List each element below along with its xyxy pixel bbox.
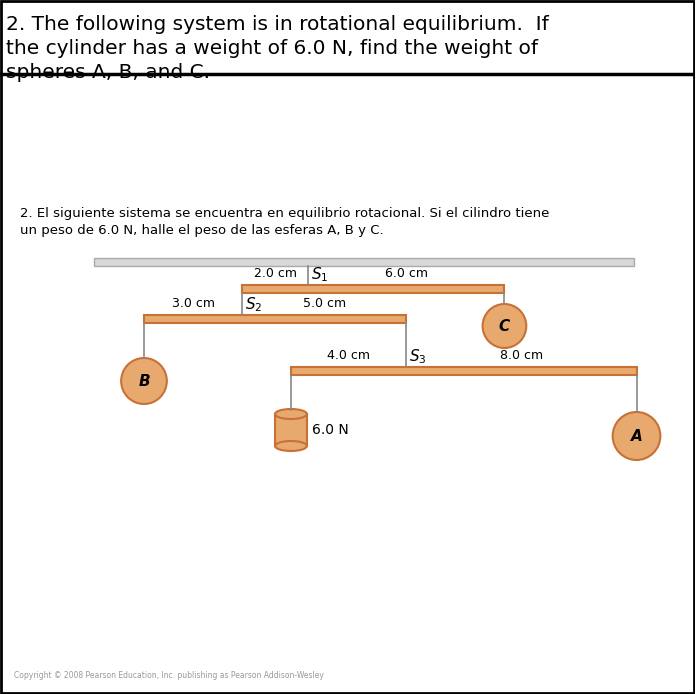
- Text: B: B: [138, 373, 150, 389]
- Ellipse shape: [275, 409, 307, 419]
- FancyBboxPatch shape: [94, 258, 634, 266]
- Text: 2.0 cm: 2.0 cm: [253, 267, 297, 280]
- Text: $S_2$: $S_2$: [245, 296, 262, 314]
- Text: C: C: [499, 319, 510, 334]
- Text: the cylinder has a weight of 6.0 N, find the weight of: the cylinder has a weight of 6.0 N, find…: [6, 39, 538, 58]
- Text: 4.0 cm: 4.0 cm: [327, 349, 370, 362]
- Text: 6.0 cm: 6.0 cm: [384, 267, 428, 280]
- Text: spheres A, B, and C.: spheres A, B, and C.: [6, 63, 210, 82]
- FancyBboxPatch shape: [242, 285, 505, 293]
- Text: $S_1$: $S_1$: [311, 265, 328, 284]
- Text: un peso de 6.0 N, halle el peso de las esferas A, B y C.: un peso de 6.0 N, halle el peso de las e…: [20, 224, 384, 237]
- Ellipse shape: [275, 441, 307, 451]
- Circle shape: [482, 304, 526, 348]
- Text: 3.0 cm: 3.0 cm: [172, 297, 215, 310]
- Text: $S_3$: $S_3$: [409, 347, 427, 366]
- Circle shape: [121, 358, 167, 404]
- Text: 6.0 N: 6.0 N: [312, 423, 349, 437]
- Text: 5.0 cm: 5.0 cm: [302, 297, 346, 310]
- Text: 8.0 cm: 8.0 cm: [500, 349, 543, 362]
- Text: Copyright © 2008 Pearson Education, Inc. publishing as Pearson Addison-Wesley: Copyright © 2008 Pearson Education, Inc.…: [14, 671, 324, 680]
- Text: A: A: [631, 428, 643, 443]
- Text: 2. El siguiente sistema se encuentra en equilibrio rotacional. Si el cilindro ti: 2. El siguiente sistema se encuentra en …: [20, 207, 550, 220]
- Text: 2. The following system is in rotational equilibrium.  If: 2. The following system is in rotational…: [6, 15, 549, 34]
- FancyBboxPatch shape: [291, 367, 636, 375]
- FancyBboxPatch shape: [275, 414, 307, 446]
- Circle shape: [612, 412, 660, 460]
- FancyBboxPatch shape: [144, 315, 406, 323]
